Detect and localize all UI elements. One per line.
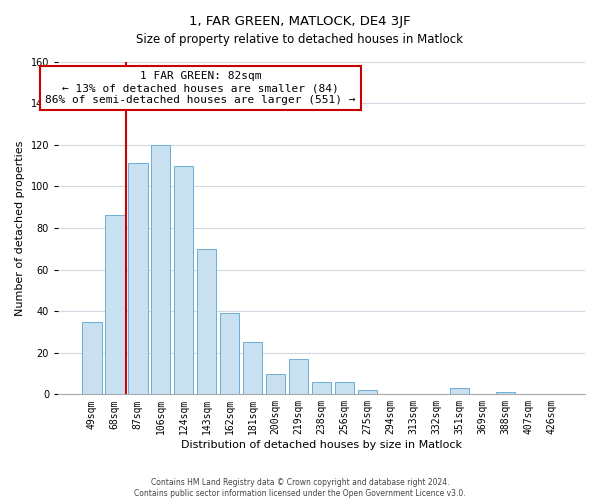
Bar bbox=[105, 216, 125, 394]
Bar bbox=[151, 144, 170, 394]
Text: 1, FAR GREEN, MATLOCK, DE4 3JF: 1, FAR GREEN, MATLOCK, DE4 3JF bbox=[189, 15, 411, 28]
Bar bbox=[496, 392, 515, 394]
Bar bbox=[128, 164, 148, 394]
Y-axis label: Number of detached properties: Number of detached properties bbox=[15, 140, 25, 316]
Bar bbox=[174, 166, 193, 394]
Bar bbox=[243, 342, 262, 394]
Text: Size of property relative to detached houses in Matlock: Size of property relative to detached ho… bbox=[137, 32, 464, 46]
Text: Contains HM Land Registry data © Crown copyright and database right 2024.
Contai: Contains HM Land Registry data © Crown c… bbox=[134, 478, 466, 498]
X-axis label: Distribution of detached houses by size in Matlock: Distribution of detached houses by size … bbox=[181, 440, 462, 450]
Text: 1 FAR GREEN: 82sqm
← 13% of detached houses are smaller (84)
86% of semi-detache: 1 FAR GREEN: 82sqm ← 13% of detached hou… bbox=[45, 72, 356, 104]
Bar bbox=[82, 322, 101, 394]
Bar bbox=[358, 390, 377, 394]
Bar bbox=[266, 374, 286, 394]
Bar bbox=[197, 248, 217, 394]
Bar bbox=[335, 382, 354, 394]
Bar bbox=[220, 313, 239, 394]
Bar bbox=[289, 359, 308, 394]
Bar bbox=[449, 388, 469, 394]
Bar bbox=[312, 382, 331, 394]
